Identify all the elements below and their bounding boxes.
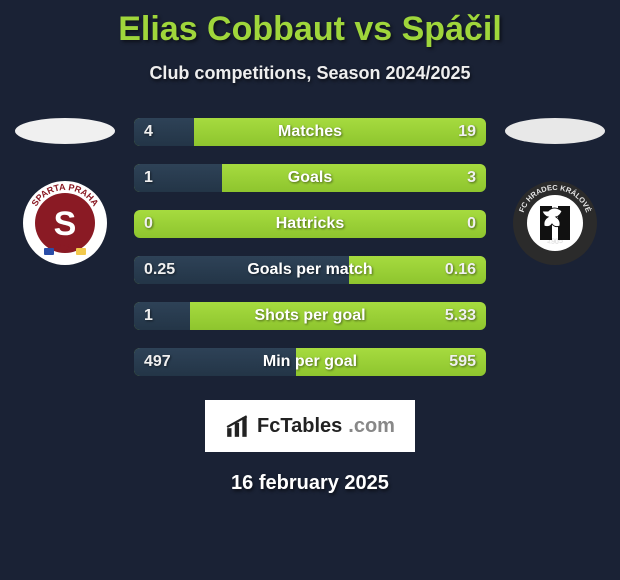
season-subtitle: Club competitions, Season 2024/2025 bbox=[0, 63, 620, 84]
stats-list: 4 Matches 19 1 Goals 3 0 Hattricks 0 0.2… bbox=[120, 118, 500, 394]
svg-text:S: S bbox=[54, 205, 77, 243]
left-club-crest: SPARTA PRAHA FOTBAL S bbox=[20, 178, 110, 273]
right-player-avatar bbox=[505, 118, 605, 144]
stat-right-value: 5.33 bbox=[445, 302, 476, 330]
rising-bars-icon bbox=[225, 413, 251, 439]
stat-row: 0.25 Goals per match 0.16 bbox=[134, 256, 486, 284]
stat-right-value: 0 bbox=[467, 210, 476, 238]
stat-right-value: 19 bbox=[458, 118, 476, 146]
stat-row: 1 Shots per goal 5.33 bbox=[134, 302, 486, 330]
right-player-column: FC HRADEC KRÁLOVÉ 1905 bbox=[500, 118, 610, 394]
left-player-column: SPARTA PRAHA FOTBAL S bbox=[10, 118, 120, 394]
stat-label: Goals per match bbox=[134, 256, 486, 284]
comparison-panel: SPARTA PRAHA FOTBAL S 4 Matches 19 1 Goa… bbox=[0, 118, 620, 394]
stat-row: 4 Matches 19 bbox=[134, 118, 486, 146]
logo-suffix-text: .com bbox=[348, 415, 395, 438]
stat-row: 1 Goals 3 bbox=[134, 164, 486, 192]
stat-label: Goals bbox=[134, 164, 486, 192]
stat-row: 497 Min per goal 595 bbox=[134, 348, 486, 376]
page-title: Elias Cobbaut vs Spáčil bbox=[0, 0, 620, 49]
fctables-logo: FcTables .com bbox=[205, 400, 415, 452]
logo-brand-text: FcTables bbox=[257, 415, 342, 438]
left-player-avatar bbox=[15, 118, 115, 144]
stat-right-value: 0.16 bbox=[445, 256, 476, 284]
date-text: 16 february 2025 bbox=[0, 472, 620, 495]
stat-right-value: 595 bbox=[449, 348, 476, 376]
stat-label: Shots per goal bbox=[134, 302, 486, 330]
stat-label: Matches bbox=[134, 118, 486, 146]
right-club-crest: FC HRADEC KRÁLOVÉ 1905 bbox=[510, 178, 600, 273]
stat-row: 0 Hattricks 0 bbox=[134, 210, 486, 238]
stat-right-value: 3 bbox=[467, 164, 476, 192]
stat-label: Min per goal bbox=[134, 348, 486, 376]
stat-label: Hattricks bbox=[134, 210, 486, 238]
